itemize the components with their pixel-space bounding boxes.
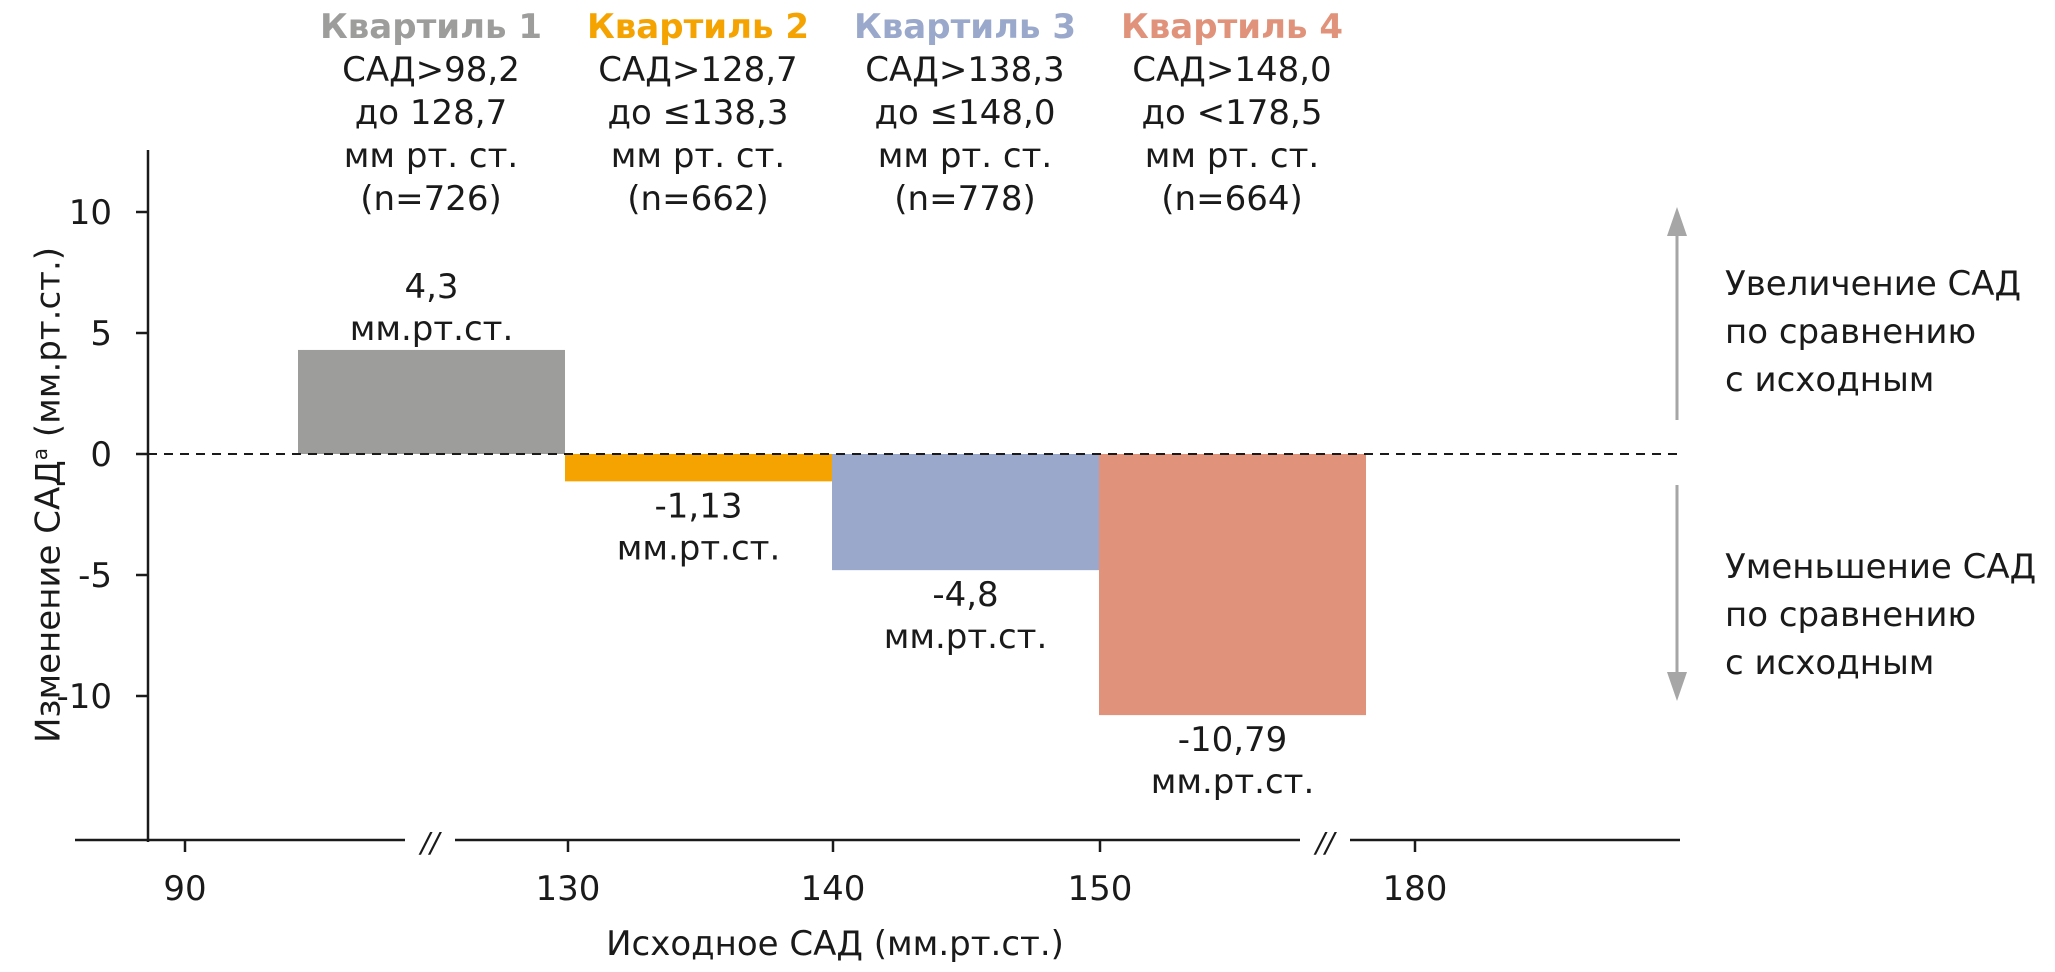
y-ticks: 10 5 0 -5 -10	[56, 193, 148, 717]
quartile-range-line: до <178,5	[1141, 93, 1323, 133]
x-tick-label: 180	[1383, 869, 1448, 909]
quartile-range-line: до ≤148,0	[874, 93, 1056, 133]
annotation-line: по сравнению	[1725, 312, 1977, 352]
quartile-count: (n=726)	[360, 179, 502, 219]
quartile-title: Квартиль 4	[1120, 7, 1343, 47]
bar-quartile-4	[1099, 454, 1366, 716]
decrease-annotation: Уменьшение САД по сравнению с исходным	[1725, 543, 2036, 687]
y-tick-label: -10	[56, 677, 112, 717]
quartile-count: (n=664)	[1161, 179, 1303, 219]
annotation-line: Увеличение САД	[1725, 264, 2022, 304]
arrow-down-icon	[1667, 672, 1687, 701]
bar-quartile-1	[298, 349, 565, 454]
bar-quartile-2	[565, 454, 832, 482]
annotation-line: по сравнению	[1725, 595, 1977, 635]
annotation-line: с исходным	[1725, 643, 1935, 683]
bar-value-label: -1,13	[655, 486, 743, 526]
increase-annotation: Увеличение САД по сравнению с исходным	[1725, 260, 2021, 404]
bar-value-labels: 4,3мм.рт.ст.-1,13мм.рт.ст.-4,8мм.рт.ст.-…	[350, 267, 1315, 802]
y-tick-label: 10	[69, 193, 112, 233]
y-axis-label-unit: (мм.рт.ст.)	[28, 246, 69, 438]
bars-layer	[298, 349, 1366, 716]
bar-unit-label: мм.рт.ст.	[617, 528, 781, 568]
quartile-range-line: до ≤138,3	[607, 93, 789, 133]
bar-unit-label: мм.рт.ст.	[350, 309, 514, 349]
annotation-line: Уменьшение САД	[1725, 547, 2037, 587]
quartile-count: (n=662)	[627, 179, 769, 219]
y-axis-label-superscript: a	[28, 447, 52, 461]
axis-break-mark: //	[418, 826, 442, 859]
x-tick-label: 150	[1068, 869, 1133, 909]
quartile-range-line: САД>138,3	[865, 50, 1065, 90]
y-axis-label-text: Изменение САД	[28, 460, 69, 744]
quartile-range-line: мм рт. ст.	[343, 136, 519, 176]
bar-quartile-3	[832, 454, 1099, 571]
quartile-title: Квартиль 1	[319, 7, 542, 47]
quartile-header-4: Квартиль 4 САД>148,0 до <178,5 мм рт. ст…	[1082, 6, 1382, 221]
arrow-up-icon	[1667, 207, 1687, 236]
y-tick-label: -5	[78, 556, 112, 596]
quartile-title: Квартиль 2	[586, 7, 809, 47]
bar-unit-label: мм.рт.ст.	[884, 617, 1048, 657]
increase-arrow	[1667, 207, 1687, 420]
quartile-range-line: мм рт. ст.	[877, 136, 1053, 176]
quartile-range-line: САД>128,7	[598, 50, 798, 90]
y-tick-label: 0	[90, 435, 112, 475]
decrease-arrow	[1667, 485, 1687, 701]
quartile-range-line: мм рт. ст.	[1144, 136, 1320, 176]
x-tick-label: 90	[163, 869, 206, 909]
quartile-header-2: Квартиль 2 САД>128,7 до ≤138,3 мм рт. ст…	[548, 6, 848, 221]
annotation-line: с исходным	[1725, 360, 1935, 400]
bar-unit-label: мм.рт.ст.	[1151, 762, 1315, 802]
x-tick-label: 130	[536, 869, 601, 909]
quartile-range-line: мм рт. ст.	[610, 136, 786, 176]
x-axis: // //	[75, 826, 1680, 859]
x-ticks: 90 130 140 150 180	[163, 840, 1447, 909]
quartile-range-line: до 128,7	[354, 93, 508, 133]
quartile-count: (n=778)	[894, 179, 1036, 219]
x-axis-label: Исходное САД (мм.рт.ст.)	[606, 924, 1064, 964]
quartile-range-line: САД>98,2	[342, 50, 520, 90]
bar-value-label: -4,8	[932, 575, 998, 615]
quartile-title: Квартиль 3	[853, 7, 1076, 47]
y-tick-label: 5	[90, 314, 112, 354]
axis-break-mark: //	[1313, 826, 1337, 859]
bar-value-label: 4,3	[404, 267, 458, 307]
quartile-header-3: Квартиль 3 САД>138,3 до ≤148,0 мм рт. ст…	[815, 6, 1115, 221]
y-axis-label: Изменение САДa (мм.рт.ст.)	[15, 225, 69, 765]
quartile-header-1: Квартиль 1 САД>98,2 до 128,7 мм рт. ст. …	[281, 6, 581, 221]
quartile-range-line: САД>148,0	[1132, 50, 1332, 90]
x-tick-label: 140	[801, 869, 866, 909]
bar-value-label: -10,79	[1178, 720, 1288, 760]
